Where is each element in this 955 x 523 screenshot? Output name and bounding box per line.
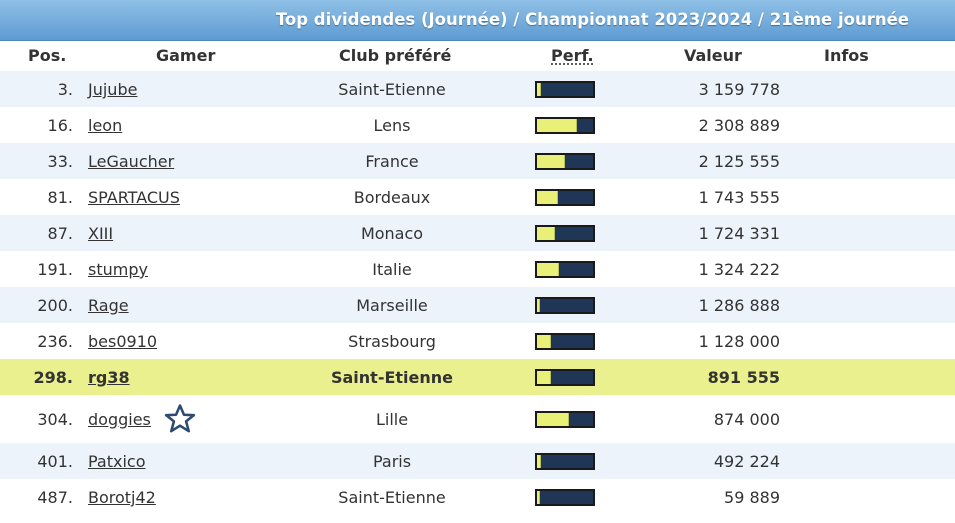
row-position: 401.	[37, 452, 73, 471]
perf-bar-fill	[537, 155, 565, 168]
table-row: 200. Rage Marseille 1 286 888	[0, 287, 955, 323]
perf-bar	[535, 297, 595, 314]
perf-bar-fill	[537, 299, 541, 312]
club-cell: Saint-Etienne	[338, 488, 446, 507]
perf-bar-fill	[537, 119, 578, 132]
valeur-cell: 492 224	[713, 452, 780, 471]
row-position: 16.	[47, 116, 73, 135]
gamer-link[interactable]: Patxico	[88, 452, 146, 471]
club-cell: Marseille	[356, 296, 428, 315]
row-position: 200.	[37, 296, 73, 315]
perf-bar	[535, 189, 595, 206]
valeur-cell: 1 743 555	[698, 188, 780, 207]
perf-bar-fill	[537, 191, 558, 204]
gamer-link[interactable]: Rage	[88, 296, 129, 315]
table-row: 3. Jujube Saint-Etienne 3 159 778	[0, 71, 955, 107]
table-row: 236. bes0910 Strasbourg 1 128 000	[0, 323, 955, 359]
club-cell: Strasbourg	[348, 332, 436, 351]
title-bar: Top dividendes (Journée) / Championnat 2…	[0, 0, 955, 41]
perf-bar-fill	[537, 455, 541, 468]
valeur-cell: 891 555	[707, 368, 780, 387]
table-row: 16. leon Lens 2 308 889	[0, 107, 955, 143]
valeur-cell: 1 324 222	[698, 260, 780, 279]
perf-bar	[535, 453, 595, 470]
perf-bar-fill	[537, 227, 555, 240]
valeur-cell: 3 159 778	[698, 80, 780, 99]
table-row: 487. Borotj42 Saint-Etienne 59 889	[0, 479, 955, 515]
row-position: 236.	[37, 332, 73, 351]
valeur-cell: 59 889	[724, 488, 780, 507]
perf-bar	[535, 117, 595, 134]
club-cell: Saint-Etienne	[338, 80, 446, 99]
row-position: 33.	[47, 152, 73, 171]
page-title: Top dividendes (Journée) / Championnat 2…	[275, 10, 909, 29]
gamer-link[interactable]: rg38	[88, 368, 130, 387]
header-perf[interactable]: Perf.	[551, 46, 594, 65]
valeur-cell: 1 128 000	[698, 332, 780, 351]
perf-bar	[535, 411, 595, 428]
table-row: 33. LeGaucher France 2 125 555	[0, 143, 955, 179]
perf-bar-fill	[537, 491, 541, 504]
perf-bar	[535, 333, 595, 350]
perf-bar-fill	[537, 83, 541, 96]
valeur-cell: 1 286 888	[698, 296, 780, 315]
table-row: 87. XIII Monaco 1 724 331	[0, 215, 955, 251]
row-position: 81.	[47, 188, 73, 207]
valeur-cell: 2 308 889	[698, 116, 780, 135]
club-cell: Italie	[372, 260, 412, 279]
header-pos: Pos.	[28, 46, 67, 65]
perf-bar	[535, 369, 595, 386]
club-cell: Monaco	[360, 224, 424, 243]
perf-bar	[535, 261, 595, 278]
row-position: 191.	[37, 260, 73, 279]
gamer-link[interactable]: stumpy	[88, 260, 148, 279]
table-row: 191. stumpy Italie 1 324 222	[0, 251, 955, 287]
star-icon[interactable]	[163, 402, 197, 436]
gamer-link[interactable]: LeGaucher	[88, 152, 175, 171]
valeur-cell: 2 125 555	[698, 152, 780, 171]
row-position: 304.	[37, 410, 73, 429]
valeur-cell: 1 724 331	[698, 224, 780, 243]
gamer-link[interactable]: Jujube	[88, 80, 138, 99]
gamer-link[interactable]: SPARTACUS	[88, 188, 180, 207]
row-position: 487.	[37, 488, 73, 507]
header-infos: Infos	[824, 46, 869, 65]
row-position: 3.	[57, 80, 73, 99]
header-valeur: Valeur	[684, 46, 742, 65]
perf-bar-fill	[537, 371, 552, 384]
perf-bar-fill	[537, 413, 569, 426]
table-row: 401. Patxico Paris 492 224	[0, 443, 955, 479]
club-cell: Lens	[373, 116, 411, 135]
gamer-link[interactable]: Borotj42	[88, 488, 156, 507]
gamer-link[interactable]: bes0910	[88, 332, 158, 351]
perf-bar-fill	[537, 263, 560, 276]
table-row: 298. rg38 Saint-Etienne 891 555	[0, 359, 955, 395]
table-row: 304. doggies Lille 874 000	[0, 395, 955, 443]
perf-bar-fill	[537, 335, 552, 348]
perf-bar	[535, 489, 595, 506]
club-cell: France	[365, 152, 419, 171]
club-cell: Saint-Etienne	[330, 368, 454, 387]
gamer-link[interactable]: XIII	[88, 224, 114, 243]
table-header: Pos. Gamer Club préféré Perf. Valeur Inf…	[0, 41, 955, 71]
club-cell: Lille	[375, 410, 409, 429]
header-gamer: Gamer	[156, 46, 216, 65]
perf-bar	[535, 81, 595, 98]
valeur-cell: 874 000	[713, 410, 780, 429]
header-club: Club préféré	[339, 46, 452, 65]
club-cell: Paris	[372, 452, 412, 471]
row-position: 298.	[33, 368, 73, 387]
club-cell: Bordeaux	[353, 188, 431, 207]
row-position: 87.	[47, 224, 73, 243]
gamer-link[interactable]: doggies	[88, 410, 151, 429]
gamer-link[interactable]: leon	[88, 116, 123, 135]
perf-bar	[535, 153, 595, 170]
perf-bar	[535, 225, 595, 242]
table-row: 81. SPARTACUS Bordeaux 1 743 555	[0, 179, 955, 215]
